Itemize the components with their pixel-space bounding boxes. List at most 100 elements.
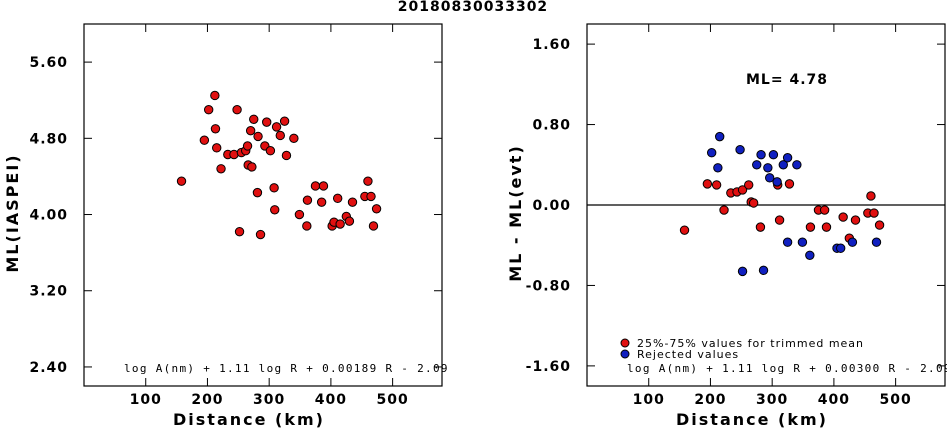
data-point bbox=[199, 135, 210, 145]
data-point bbox=[242, 141, 253, 151]
data-point bbox=[271, 122, 282, 132]
x-axis-title: Distance (km) bbox=[676, 410, 828, 428]
x-tick-label: 500 bbox=[880, 392, 912, 408]
y-tick-label: -0.80 bbox=[526, 278, 571, 294]
accepted-point bbox=[838, 212, 848, 222]
data-point bbox=[245, 125, 256, 136]
data-point bbox=[255, 229, 266, 240]
data-point bbox=[332, 193, 343, 204]
accepted-point bbox=[748, 198, 759, 208]
x-tick-label: 500 bbox=[377, 392, 409, 408]
plot-frame bbox=[83, 23, 443, 387]
x-tick-label: 200 bbox=[191, 392, 223, 408]
rejected-point bbox=[713, 163, 723, 173]
accepted-point bbox=[744, 180, 754, 190]
data-point bbox=[302, 195, 313, 205]
rejected-point bbox=[715, 131, 725, 142]
rejected-point bbox=[763, 163, 773, 173]
accepted-point bbox=[719, 205, 729, 215]
data-point bbox=[316, 197, 327, 207]
y-tick-label: 4.80 bbox=[29, 131, 68, 147]
accepted-point bbox=[774, 215, 785, 225]
data-point bbox=[289, 133, 299, 144]
data-point bbox=[281, 150, 292, 161]
data-point bbox=[310, 181, 321, 191]
data-point bbox=[212, 143, 222, 153]
accepted-point bbox=[679, 225, 690, 235]
legend-label: Rejected values bbox=[637, 348, 739, 361]
data-point bbox=[344, 216, 355, 226]
data-point bbox=[234, 226, 245, 237]
data-point bbox=[216, 164, 226, 174]
data-point bbox=[363, 176, 373, 186]
formula-text: log A(nm) + 1.11 log R + 0.00189 R - 2.0… bbox=[124, 362, 449, 375]
x-tick-label: 100 bbox=[633, 392, 665, 408]
legend-marker bbox=[620, 338, 630, 348]
accepted-point bbox=[850, 215, 861, 225]
data-point bbox=[368, 221, 379, 231]
data-point bbox=[294, 209, 305, 220]
data-point bbox=[232, 105, 242, 115]
rejected-point bbox=[778, 160, 788, 170]
data-point bbox=[318, 181, 329, 191]
y-tick-label: 4.00 bbox=[29, 208, 68, 224]
y-tick-label: 3.20 bbox=[29, 284, 68, 300]
legend-label: 25%-75% values for trimmed mean bbox=[637, 337, 864, 350]
data-point bbox=[265, 146, 276, 156]
rejected-point bbox=[758, 265, 769, 276]
accepted-point bbox=[711, 180, 722, 190]
accepted-point bbox=[784, 179, 795, 189]
rejected-point bbox=[782, 153, 793, 163]
y-tick-label: 5.60 bbox=[29, 55, 68, 71]
y-axis-title: ML - ML(evt) bbox=[506, 144, 525, 282]
x-tick-label: 400 bbox=[315, 392, 347, 408]
accepted-point bbox=[869, 208, 879, 218]
rejected-point bbox=[737, 266, 748, 277]
rejected-point bbox=[847, 237, 858, 247]
rejected-point bbox=[756, 150, 766, 160]
data-point bbox=[275, 130, 285, 141]
accepted-point bbox=[737, 185, 748, 195]
accepted-point bbox=[874, 220, 885, 230]
x-tick-label: 300 bbox=[253, 392, 285, 408]
x-tick-label: 400 bbox=[818, 392, 850, 408]
data-point bbox=[270, 205, 280, 215]
data-point bbox=[247, 162, 257, 172]
x-tick-label: 300 bbox=[756, 392, 788, 408]
rejected-point bbox=[782, 237, 793, 247]
data-point bbox=[252, 187, 263, 198]
rejected-point bbox=[805, 250, 815, 260]
data-point bbox=[279, 116, 290, 126]
data-point bbox=[335, 219, 345, 229]
y-tick-label: 0.00 bbox=[532, 198, 571, 214]
y-tick-label: 2.40 bbox=[29, 360, 68, 376]
accepted-point bbox=[755, 222, 766, 232]
ml-value-label: ML= 4.78 bbox=[746, 72, 828, 88]
rejected-point bbox=[765, 173, 775, 183]
rejected-point bbox=[772, 177, 782, 187]
data-point bbox=[269, 183, 279, 193]
accepted-point bbox=[805, 222, 816, 232]
rejected-point bbox=[735, 144, 745, 155]
data-point bbox=[366, 191, 376, 202]
data-point bbox=[203, 105, 214, 115]
formula-text: log A(nm) + 1.11 log R + 0.00300 R - 2.0… bbox=[627, 362, 947, 375]
data-point bbox=[262, 117, 272, 127]
data-point bbox=[210, 124, 221, 134]
y-tick-label: 1.60 bbox=[532, 37, 571, 53]
data-point bbox=[302, 221, 312, 231]
rejected-point bbox=[792, 160, 802, 170]
data-point bbox=[253, 131, 263, 142]
accepted-point bbox=[821, 222, 832, 232]
left-panel: 100 200 300 400 500 2.40 3.20 4.00 4.80 5.60 Dista… bbox=[3, 23, 449, 428]
y-tick-label: 0.80 bbox=[532, 118, 571, 134]
accepted-point bbox=[702, 179, 713, 189]
x-tick-label: 100 bbox=[130, 392, 162, 408]
y-tick-label: -1.60 bbox=[526, 359, 571, 375]
rejected-point bbox=[797, 237, 808, 247]
x-tick-label: 200 bbox=[694, 392, 726, 408]
y-axis-title: ML(IASPEI) bbox=[3, 153, 22, 272]
data-point bbox=[210, 90, 220, 101]
accepted-point bbox=[819, 205, 830, 215]
data-point bbox=[347, 197, 358, 207]
